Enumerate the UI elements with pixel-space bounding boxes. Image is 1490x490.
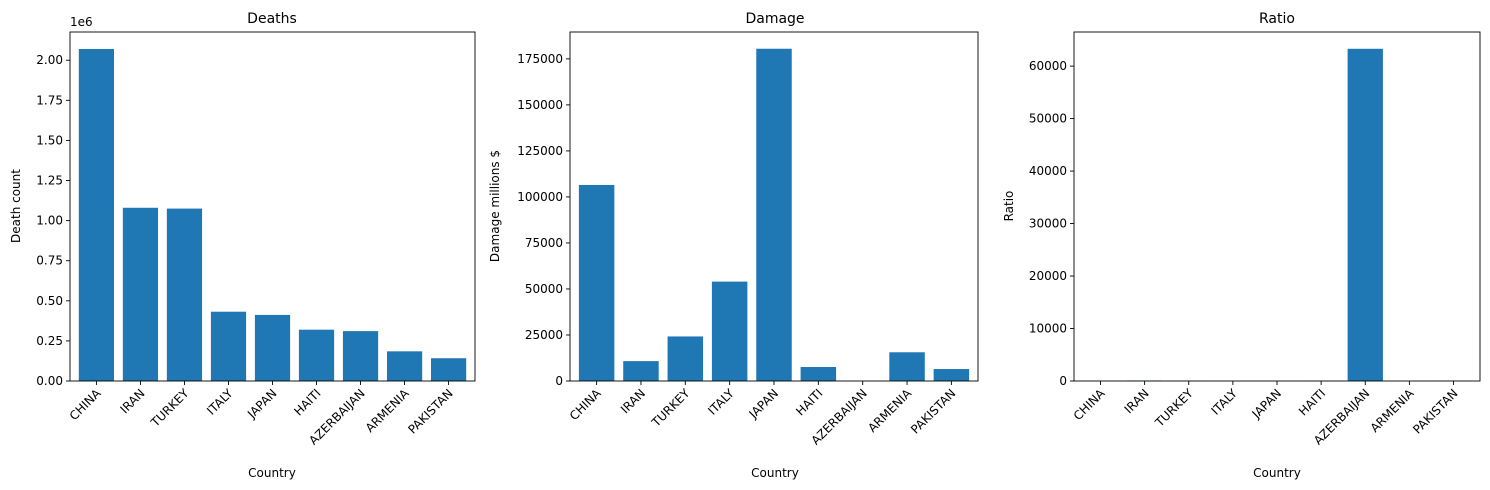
x-tick-label: TURKEY <box>148 386 192 430</box>
x-tick-label: JAPAN <box>746 386 781 421</box>
y-tick-label: 0.75 <box>36 254 63 268</box>
y-tick-label: 50000 <box>525 282 563 296</box>
y-tick-label: 0 <box>1059 374 1067 388</box>
bar-pakistan <box>430 358 467 381</box>
damage-y-axis: 0 25000 50000 75000 100000 125000 150000 175000 <box>517 52 570 388</box>
x-tick-label: PAKISTAN <box>1410 386 1460 436</box>
y-tick-label: 2.00 <box>36 53 63 67</box>
ratio-bars <box>1082 48 1472 381</box>
deaths-bars <box>78 49 467 381</box>
x-tick-label: ITALY <box>705 386 737 418</box>
bar-japan <box>756 48 792 381</box>
x-tick-label: JAPAN <box>244 386 279 421</box>
bar-haiti <box>800 367 837 381</box>
deaths-chart: Deaths 1e6 Death count Country 0.000.250… <box>9 11 476 480</box>
y-tick-label: 100000 <box>517 190 563 204</box>
x-tick-label: HAITI <box>291 386 323 418</box>
damage-chart: Damage Damage millions $ Country 0 25000 5… <box>488 11 979 480</box>
bar-italy <box>711 281 748 381</box>
y-tick-label: 1.50 <box>36 133 63 147</box>
damage-chart-title: Damage <box>745 11 804 27</box>
bar-azerbaijan <box>1347 48 1383 381</box>
ratio-chart-ylabel: Ratio <box>1002 191 1016 222</box>
x-tick-label: ARMENIA <box>865 386 914 435</box>
x-tick-label: HAITI <box>793 386 825 418</box>
y-tick-label: 40000 <box>1029 164 1067 178</box>
bar-italy <box>210 311 247 381</box>
x-tick-label: IRAN <box>618 386 648 416</box>
y-tick-label: 25000 <box>525 328 563 342</box>
x-tick-label: HAITI <box>1296 386 1328 418</box>
x-tick-label: IRAN <box>117 386 147 416</box>
x-tick-label: ITALY <box>1208 386 1240 418</box>
deaths-y-axis: 0.00 0.25 0.50 0.75 1.00 1.25 1.50 1.75 2.00 <box>36 53 70 388</box>
y-tick-label: 125000 <box>517 144 563 158</box>
deaths-x-axis: CHINA IRAN TURKEY ITALY JAPAN HAITIAZERBAIJAN… <box>67 381 456 448</box>
x-tick-label: ARMENIA <box>1368 386 1417 435</box>
bar-iran <box>623 361 659 381</box>
bar-iran <box>122 207 159 381</box>
y-tick-label: 20000 <box>1029 269 1067 283</box>
y-tick-label: 150000 <box>517 98 563 112</box>
bar-armenia <box>889 352 925 381</box>
damage-chart-ylabel: Damage millions $ <box>488 150 502 262</box>
ratio-chart-xlabel: Country <box>1253 466 1301 480</box>
y-tick-label: 75000 <box>525 236 563 250</box>
y-tick-label: 1.00 <box>36 214 63 228</box>
ratio-y-axis: 0 10000 20000 30000 40000 50000 60000 <box>1029 59 1074 388</box>
x-tick-label: TURKEY <box>1152 386 1196 430</box>
deaths-chart-ylabel: Death count <box>9 169 23 243</box>
x-tick-label: IRAN <box>1122 386 1152 416</box>
y-tick-label: 60000 <box>1029 59 1067 73</box>
x-tick-label: ARMENIA <box>363 386 412 435</box>
damage-chart-xlabel: Country <box>751 466 799 480</box>
y-tick-label: 50000 <box>1029 112 1067 126</box>
deaths-chart-title: Deaths <box>247 11 297 27</box>
bar-azerbaijan <box>342 331 379 381</box>
bar-turkey <box>667 336 704 381</box>
bar-turkey <box>166 208 203 381</box>
ratio-plot-frame <box>1073 31 1481 382</box>
x-tick-label: ITALY <box>204 386 236 418</box>
x-tick-label: PAKISTAN <box>405 386 455 436</box>
bar-china <box>78 49 115 381</box>
bar-armenia <box>386 351 423 381</box>
x-tick-label: CHINA <box>1071 386 1108 423</box>
damage-bars <box>578 48 970 381</box>
y-tick-label: 1.25 <box>36 174 63 188</box>
y-tick-label: 0 <box>555 374 563 388</box>
y-tick-label: 0.50 <box>36 294 63 308</box>
ratio-chart: Ratio Ratio Country 0 10000 20000 30000 4000… <box>1002 11 1481 480</box>
bar-china <box>578 184 615 381</box>
y-tick-label: 10000 <box>1029 322 1067 336</box>
x-tick-label: CHINA <box>567 386 604 423</box>
damage-x-axis: CHINA IRAN TURKEY ITALY JAPAN HAITIAZERBAIJAN… <box>567 381 959 448</box>
deaths-chart-xlabel: Country <box>248 466 296 480</box>
y-tick-label: 175000 <box>517 52 563 66</box>
x-tick-label: CHINA <box>67 386 104 423</box>
ratio-x-axis: CHINA IRAN TURKEY ITALY JAPAN HAITIAZERBAIJAN… <box>1071 381 1461 448</box>
y-tick-label: 0.25 <box>36 334 63 348</box>
x-tick-label: JAPAN <box>1249 386 1284 421</box>
bar-haiti <box>298 329 335 381</box>
x-tick-label: TURKEY <box>648 386 692 430</box>
y-tick-label: 0.00 <box>36 374 63 388</box>
x-tick-label: PAKISTAN <box>908 386 958 436</box>
y-tick-label: 30000 <box>1029 217 1067 231</box>
y-tick-label: 1.75 <box>36 93 63 107</box>
bar-pakistan <box>933 369 970 381</box>
bar-japan <box>254 314 291 381</box>
ratio-chart-title: Ratio <box>1259 11 1295 27</box>
deaths-chart-offset-text: 1e6 <box>70 15 93 29</box>
